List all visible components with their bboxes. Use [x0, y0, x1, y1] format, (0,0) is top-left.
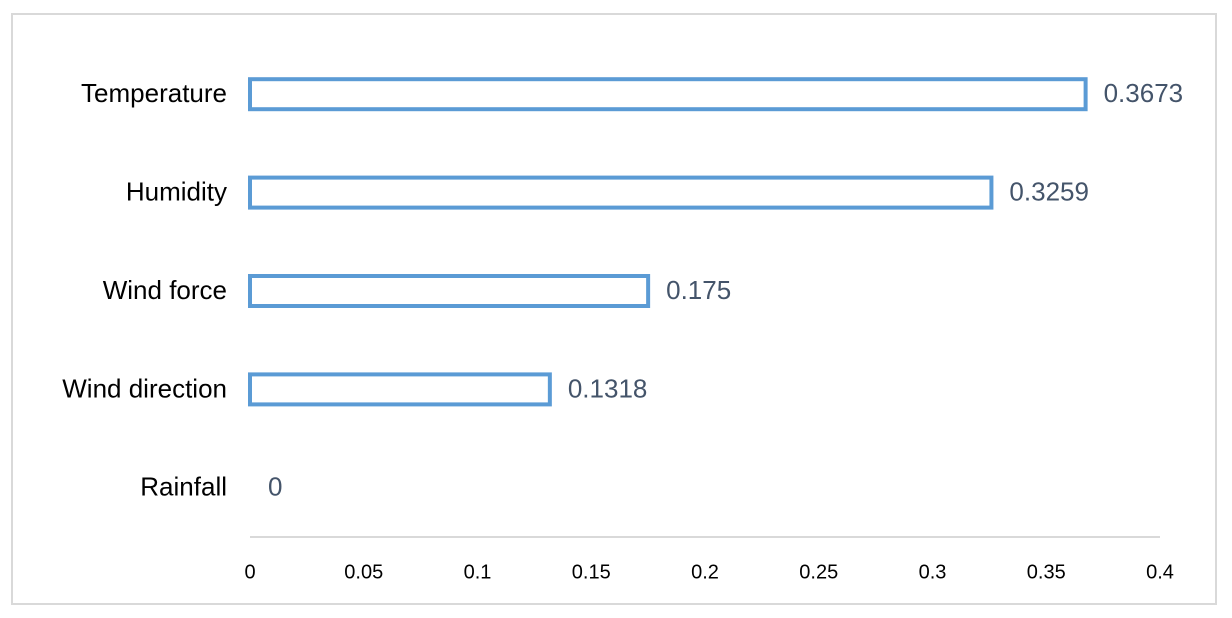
x-tick-label: 0.4 [1146, 561, 1174, 583]
bar [248, 175, 994, 210]
data-label: 0.3259 [1009, 176, 1089, 206]
bar [248, 372, 552, 407]
data-label: 0.1318 [568, 373, 648, 403]
data-label: 0 [268, 472, 282, 502]
data-label: 0.175 [666, 275, 731, 305]
x-tick-label: 0.15 [572, 561, 611, 583]
y-tick-label: Wind direction [62, 373, 227, 403]
y-tick-label: Rainfall [140, 472, 227, 502]
bar [248, 274, 651, 308]
y-tick-label: Wind force [103, 275, 227, 305]
data-label: 0.3673 [1104, 78, 1184, 108]
x-tick-label: 0.3 [919, 561, 947, 583]
x-tick-label: 0.2 [691, 561, 719, 583]
bar [248, 77, 1088, 112]
x-tick-label: 0 [244, 561, 255, 583]
y-tick-label: Temperature [81, 78, 227, 108]
y-tick-label: Humidity [126, 176, 227, 206]
x-tick-label: 0.1 [464, 561, 492, 583]
x-tick-label: 0.05 [344, 561, 383, 583]
chart-border [11, 13, 1217, 605]
x-tick-label: 0.35 [1027, 561, 1066, 583]
x-tick-label: 0.25 [799, 561, 838, 583]
